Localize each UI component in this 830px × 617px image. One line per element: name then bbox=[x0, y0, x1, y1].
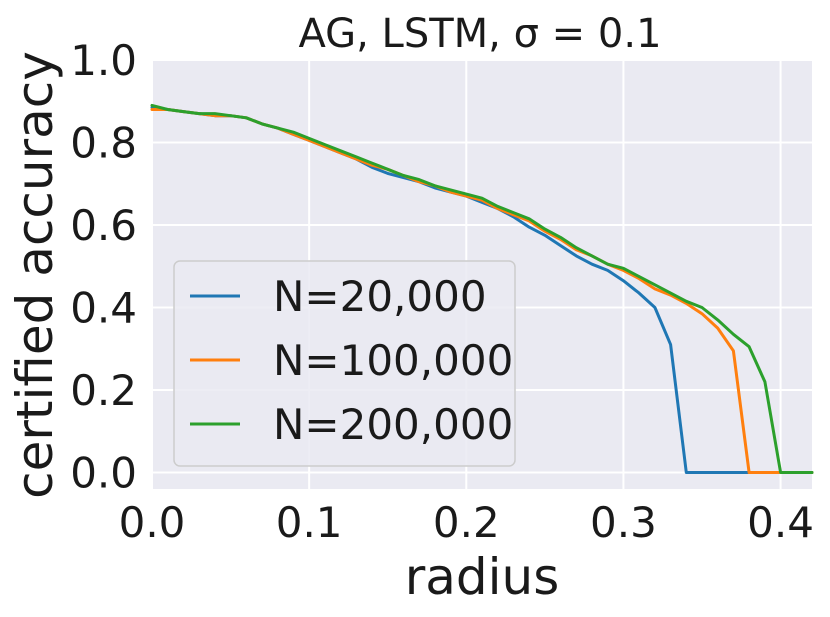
x-tick-label: 0.1 bbox=[276, 498, 343, 547]
legend-box bbox=[173, 260, 516, 467]
x-tick-label: 0.4 bbox=[747, 498, 814, 547]
x-tick-labels: 0.0 0.1 0.2 0.3 0.4 bbox=[119, 498, 814, 547]
y-tick-label: 0.4 bbox=[70, 284, 137, 333]
legend-label-3: N=200,000 bbox=[273, 400, 513, 449]
series-lines bbox=[150, 103, 814, 474]
y-tick-label: 0.6 bbox=[70, 201, 137, 250]
x-tick-label: 0.2 bbox=[433, 498, 500, 547]
y-tick-label: 0.2 bbox=[70, 366, 137, 415]
chart-title: AG, LSTM, σ = 0.1 bbox=[298, 11, 661, 57]
series-line-3 bbox=[150, 103, 814, 474]
y-axis-label: certified accuracy bbox=[6, 51, 64, 499]
x-axis-label: radius bbox=[405, 548, 560, 606]
legend-label-1: N=20,000 bbox=[273, 272, 487, 321]
y-tick-labels: 0.0 0.2 0.4 0.6 0.8 1.0 bbox=[70, 36, 137, 498]
x-tick-label: 0.3 bbox=[590, 498, 657, 547]
y-tick-label: 1.0 bbox=[70, 36, 137, 85]
x-tick-label: 0.0 bbox=[119, 498, 186, 547]
y-tick-label: 0.0 bbox=[70, 449, 137, 498]
legend-label-2: N=100,000 bbox=[273, 336, 513, 385]
legend: N=20,000 N=100,000 N=200,000 bbox=[173, 260, 516, 467]
y-tick-label: 0.8 bbox=[70, 119, 137, 168]
